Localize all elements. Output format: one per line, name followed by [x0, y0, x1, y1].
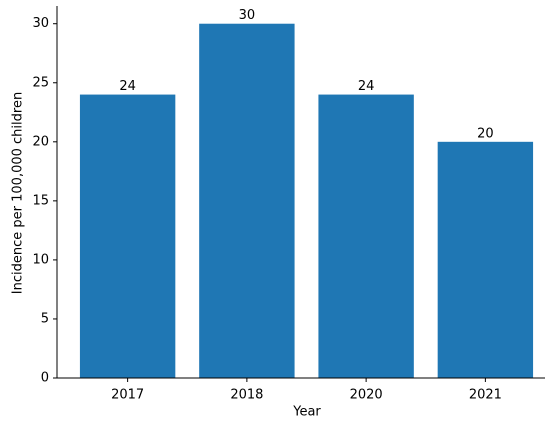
bar [199, 23, 295, 378]
x-tick-label: 2020 [350, 388, 383, 403]
bar [437, 141, 534, 378]
data-label: 24 [358, 79, 375, 94]
x-tick-label: 2017 [111, 388, 144, 403]
y-tick-label: 20 [32, 134, 49, 149]
x-tick-label: 2021 [469, 388, 502, 403]
bar [318, 94, 414, 379]
data-label: 20 [477, 126, 494, 141]
bar [79, 94, 176, 379]
y-axis-label: Incidence per 100,000 children [11, 92, 26, 294]
y-tick-label: 15 [32, 193, 49, 208]
y-tick-label: 25 [32, 75, 49, 90]
data-label: 30 [239, 8, 256, 23]
y-tick-label: 0 [41, 371, 49, 386]
y-tick-label: 30 [32, 16, 49, 31]
data-label: 24 [119, 79, 136, 94]
y-tick-label: 5 [41, 311, 49, 326]
y-tick-label: 10 [32, 252, 49, 267]
x-axis-label: Year [292, 405, 321, 420]
x-tick-label: 2018 [230, 388, 263, 403]
